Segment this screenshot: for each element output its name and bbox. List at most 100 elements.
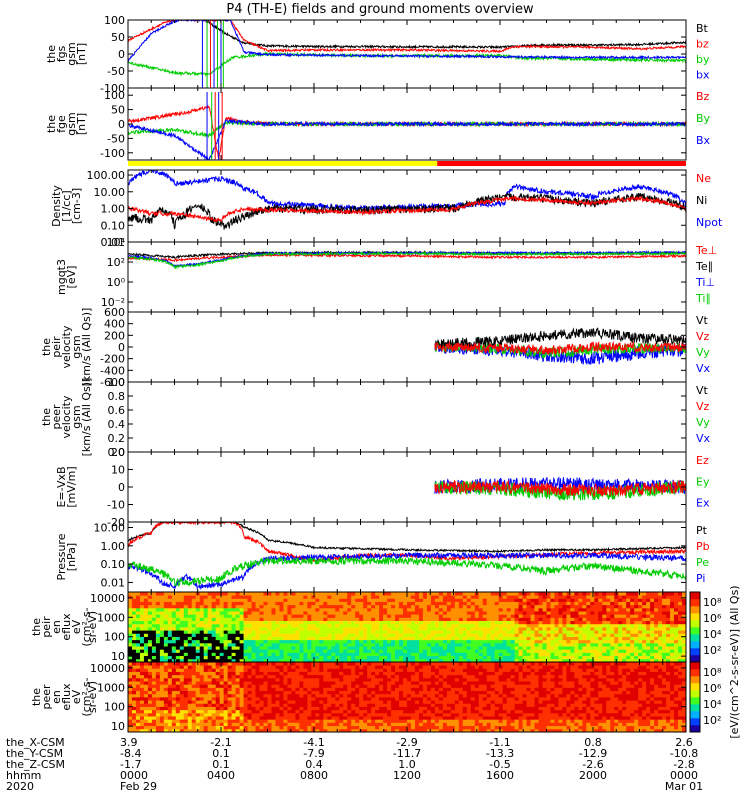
spectrogram-cell: [570, 623, 575, 628]
spectrogram-cell: [128, 703, 133, 707]
spectrogram-cell: [219, 642, 225, 647]
spectrogram-cell: [239, 662, 244, 666]
spectrogram-cell: [410, 687, 416, 692]
spectrogram-cell: [159, 649, 165, 653]
spectrogram-cell: [494, 592, 500, 596]
spectrogram-cell: [586, 633, 591, 637]
spectrogram-cell: [299, 719, 304, 723]
spectrogram-cell: [438, 636, 444, 641]
spectrogram-cell: [410, 614, 416, 618]
spectrogram-cell: [315, 652, 320, 657]
spectrogram-cell: [219, 646, 225, 650]
spectrogram-cell: [618, 627, 623, 631]
spectrogram-cell: [351, 709, 356, 714]
spectrogram-cell: [199, 693, 205, 698]
spectrogram-cell: [638, 617, 643, 622]
spectrogram-cell: [331, 601, 336, 606]
spectrogram-cell: [383, 639, 388, 644]
spectrogram-cell: [275, 607, 280, 612]
spectrogram-cell: [454, 614, 460, 618]
spectrogram-cell: [502, 652, 508, 657]
spectrogram-cell: [391, 668, 396, 672]
spectrogram-cell: [522, 617, 527, 622]
spectrogram-cell: [438, 706, 444, 711]
spectrogram-cell: [399, 674, 404, 679]
spectrogram-cell: [323, 655, 328, 660]
spectrogram-cell: [622, 655, 627, 660]
spectrogram-cell: [674, 646, 679, 650]
spectrogram-cell: [347, 646, 352, 650]
spectrogram-cell: [291, 607, 296, 612]
spectrogram-cell: [414, 709, 420, 714]
spectrogram-cell: [355, 665, 360, 669]
spectrogram-cell: [135, 642, 141, 647]
spectrogram-cell: [287, 633, 292, 637]
spectrogram-cell: [211, 642, 217, 647]
spectrogram-cell: [522, 601, 527, 606]
spectrogram-cell: [682, 623, 686, 628]
spectrogram-cell: [263, 700, 268, 704]
spectrogram-cell: [410, 725, 416, 730]
spectrogram-cell: [227, 681, 233, 685]
spectrogram-cell: [211, 620, 217, 625]
spectrogram-cell: [434, 668, 440, 672]
spectrogram-cell: [331, 636, 336, 641]
spectrogram-cell: [183, 652, 189, 657]
spectrogram-cell: [558, 620, 563, 625]
spectrogram-cell: [438, 668, 444, 672]
spectrogram-cell: [283, 690, 288, 695]
spectrogram-cell: [211, 709, 217, 714]
spectrogram-cell: [231, 681, 237, 685]
spectrogram-cell: [351, 716, 356, 720]
spectrogram-cell: [534, 623, 539, 628]
spectrogram-cell: [602, 601, 607, 606]
spectrogram-cell: [155, 642, 161, 647]
spectrogram-cell: [155, 662, 161, 666]
spectrogram-cell: [466, 712, 472, 717]
spectrogram-cell: [327, 592, 332, 596]
spectrogram-cell: [319, 595, 324, 599]
spectrogram-cell: [128, 700, 133, 704]
spectrogram-cell: [215, 700, 221, 704]
spectrogram-cell: [530, 630, 535, 634]
spectrogram-cell: [271, 671, 276, 676]
spectrogram-cell: [239, 636, 244, 641]
spectrogram-cell: [430, 611, 436, 615]
spectrogram-cell: [327, 636, 332, 641]
spectrogram-cell: [510, 601, 516, 606]
spectrogram-cell: [295, 728, 300, 732]
spectrogram-cell: [279, 636, 284, 641]
spectrogram-cell: [235, 627, 240, 631]
spectrogram-cell: [506, 642, 512, 647]
spectrogram-cell: [315, 630, 320, 634]
spectrogram-cell: [666, 652, 671, 657]
spectrogram-cell: [442, 646, 448, 650]
spectrogram-cell: [347, 728, 352, 732]
spectrogram-cell: [486, 611, 492, 615]
spectrogram-cell: [155, 623, 161, 628]
spectrogram-cell: [438, 725, 444, 730]
spectrogram-cell: [562, 652, 567, 657]
spectrogram-cell: [211, 728, 217, 732]
spectrogram-cell: [351, 665, 356, 669]
spectrogram-cell: [243, 630, 248, 634]
spectrogram-cell: [251, 652, 256, 657]
spectrogram-cell: [239, 649, 244, 653]
spectrogram-cell: [283, 620, 288, 625]
spectrogram-cell: [454, 700, 460, 704]
spectrogram-cell: [295, 646, 300, 650]
spectrogram-cell: [658, 649, 663, 653]
spectrogram-cell: [323, 687, 328, 692]
spectrogram-cell: [410, 662, 416, 666]
spectrogram-cell: [434, 592, 440, 596]
spectrogram-cell: [199, 668, 205, 672]
spectrogram-cell: [279, 652, 284, 657]
spectrogram-cell: [331, 620, 336, 625]
spectrogram-cell: [446, 716, 452, 720]
spectrogram-cell: [323, 601, 328, 606]
spectrogram-cell: [383, 649, 388, 653]
spectrogram-cell: [407, 719, 412, 723]
spectrogram-cell: [315, 642, 320, 647]
spectrogram-cell: [311, 722, 316, 727]
spectrogram-cell: [407, 633, 412, 637]
